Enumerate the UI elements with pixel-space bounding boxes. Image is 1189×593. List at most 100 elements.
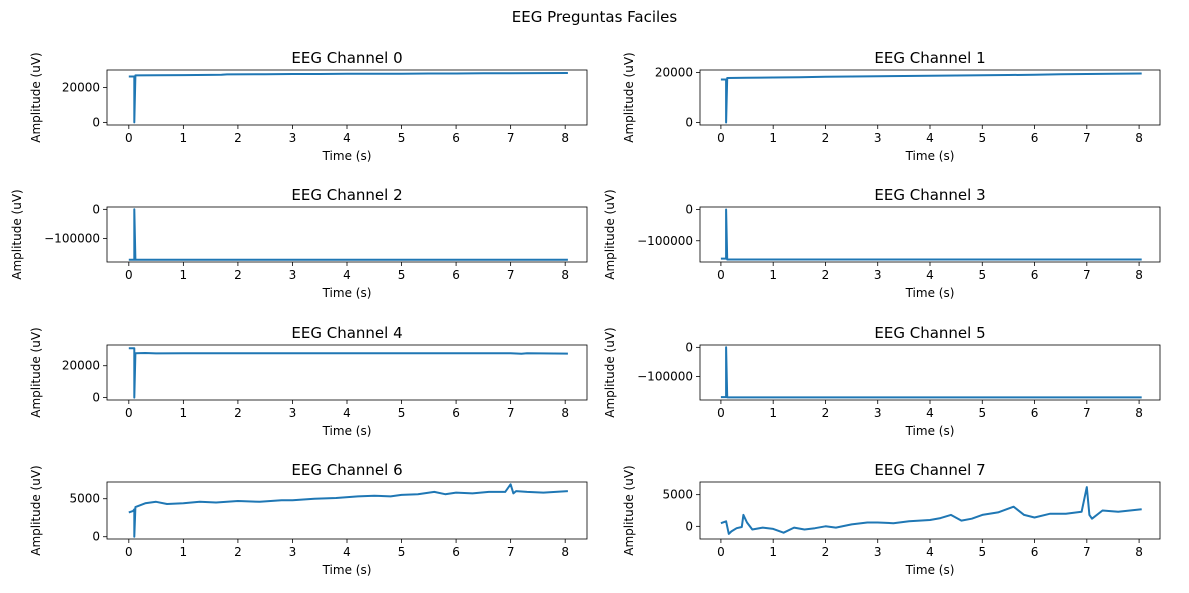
chart-7-xtick-label: 2 (822, 545, 830, 559)
chart-7-frame (699, 481, 1161, 540)
chart-3: EEG Channel 3 0 1 2 3 4 5 6 7 8 0 −100000 Time (s) Am… (603, 186, 1161, 300)
chart-2-xtick-label: 6 (452, 268, 460, 282)
chart-7-xtick-label: 3 (874, 545, 882, 559)
chart-0-xtick-label: 8 (561, 131, 569, 145)
chart-1-xtick-label: 3 (874, 131, 882, 145)
chart-2-series-line (128, 208, 568, 261)
chart-2-xtick-label: 5 (398, 268, 406, 282)
chart-4-xtick-label: 6 (452, 406, 460, 420)
chart-2-xtick-label: 2 (234, 268, 242, 282)
chart-5-xtick-label: 1 (769, 406, 777, 420)
chart-0-ytick-label: 0 (92, 115, 100, 129)
chart-5-ytick-label: −100000 (637, 370, 693, 384)
chart-4-ylabel: Amplitude (uV) (29, 327, 43, 418)
chart-3-ylabel: Amplitude (uV) (603, 189, 617, 280)
chart-1-xtick-label: 6 (1031, 131, 1039, 145)
chart-4-xlabel: Time (s) (322, 424, 372, 438)
chart-3-xtick-label: 4 (926, 268, 934, 282)
chart-0-xtick-label: 7 (507, 131, 515, 145)
chart-2: EEG Channel 2 0 1 2 3 4 5 6 7 8 0 −100000 Time (s) Am… (10, 186, 588, 300)
chart-7-ytick-label: 5000 (662, 488, 693, 502)
chart-2-xtick-label: 1 (180, 268, 188, 282)
chart-1-xlabel: Time (s) (905, 149, 955, 163)
chart-3-xtick-label: 1 (769, 268, 777, 282)
chart-5-xtick-label: 8 (1135, 406, 1143, 420)
chart-6-xtick-label: 7 (507, 545, 515, 559)
chart-0: EEG Channel 0 0 1 2 3 4 5 6 7 8 0 20000 Time (s) Ampl… (29, 49, 588, 163)
chart-7-xtick-label: 4 (926, 545, 934, 559)
chart-4: EEG Channel 4 0 1 2 3 4 5 6 7 8 0 20000 Time (s) Ampl… (29, 324, 588, 438)
chart-7-xtick-label: 5 (978, 545, 986, 559)
chart-4-xtick-label: 2 (234, 406, 242, 420)
chart-0-xtick-label: 6 (452, 131, 460, 145)
chart-0-xtick-label: 0 (125, 131, 133, 145)
chart-0-xtick-label: 3 (289, 131, 297, 145)
chart-7-series-line (720, 486, 1142, 535)
chart-4-xtick-label: 3 (289, 406, 297, 420)
chart-5-xtick-label: 2 (822, 406, 830, 420)
chart-2-xtick-label: 3 (289, 268, 297, 282)
chart-4-xtick-label: 1 (180, 406, 188, 420)
chart-4-xtick-label: 0 (125, 406, 133, 420)
chart-7-ylabel: Amplitude (uV) (622, 465, 636, 556)
chart-1-xtick-label: 7 (1083, 131, 1091, 145)
chart-1-title: EEG Channel 1 (874, 49, 985, 67)
chart-5: EEG Channel 5 0 1 2 3 4 5 6 7 8 0 −100000 Time (s) Am… (603, 324, 1161, 438)
chart-2-ytick-label: 0 (92, 202, 100, 216)
chart-7-title: EEG Channel 7 (874, 461, 985, 479)
chart-0-ylabel: Amplitude (uV) (29, 52, 43, 143)
chart-4-ytick-label: 0 (92, 391, 100, 405)
chart-5-xtick-label: 7 (1083, 406, 1091, 420)
chart-5-series-line (720, 346, 1142, 399)
chart-2-xlabel: Time (s) (322, 286, 372, 300)
chart-3-xtick-label: 8 (1135, 268, 1143, 282)
chart-1-ytick-label: 20000 (655, 66, 693, 80)
chart-4-xtick-label: 4 (343, 406, 351, 420)
chart-6-xtick-label: 0 (125, 545, 133, 559)
chart-6-ytick-label: 0 (92, 530, 100, 544)
chart-7-xtick-label: 1 (769, 545, 777, 559)
chart-5-ylabel: Amplitude (uV) (603, 327, 617, 418)
chart-2-xtick-label: 0 (125, 268, 133, 282)
chart-0-xtick-label: 1 (180, 131, 188, 145)
chart-5-frame (699, 344, 1161, 401)
chart-5-ytick-label: 0 (685, 340, 693, 354)
chart-1-ylabel: Amplitude (uV) (622, 52, 636, 143)
chart-6-xtick-label: 6 (452, 545, 460, 559)
chart-6-xtick-label: 4 (343, 545, 351, 559)
chart-0-ytick-label: 20000 (62, 80, 100, 94)
chart-0-xlabel: Time (s) (322, 149, 372, 163)
chart-1-xtick-label: 4 (926, 131, 934, 145)
chart-7-xlabel: Time (s) (905, 563, 955, 577)
chart-1-series-line (720, 72, 1142, 124)
chart-4-xtick-label: 7 (507, 406, 515, 420)
chart-3-title: EEG Channel 3 (874, 186, 985, 204)
chart-2-xtick-label: 8 (561, 268, 569, 282)
chart-0-xtick-label: 2 (234, 131, 242, 145)
chart-6-title: EEG Channel 6 (291, 461, 402, 479)
chart-5-xtick-label: 4 (926, 406, 934, 420)
chart-6-xtick-label: 2 (234, 545, 242, 559)
chart-3-xtick-label: 2 (822, 268, 830, 282)
chart-3-xtick-label: 0 (717, 268, 725, 282)
chart-6: EEG Channel 6 0 1 2 3 4 5 6 7 8 0 5000 Time (s) Ampli… (29, 461, 588, 577)
chart-6-frame (106, 481, 588, 540)
chart-3-xtick-label: 3 (874, 268, 882, 282)
chart-2-frame (106, 206, 588, 263)
chart-6-xtick-label: 8 (561, 545, 569, 559)
chart-3-xtick-label: 5 (978, 268, 986, 282)
chart-4-xtick-label: 5 (398, 406, 406, 420)
chart-1-xtick-label: 5 (978, 131, 986, 145)
chart-0-xtick-label: 4 (343, 131, 351, 145)
chart-5-xtick-label: 0 (717, 406, 725, 420)
chart-5-xtick-label: 6 (1031, 406, 1039, 420)
chart-6-xtick-label: 3 (289, 545, 297, 559)
chart-3-series-line (720, 208, 1142, 261)
chart-3-xlabel: Time (s) (905, 286, 955, 300)
chart-6-ytick-label: 5000 (69, 492, 100, 506)
chart-0-frame (106, 69, 588, 126)
chart-2-xtick-label: 7 (507, 268, 515, 282)
chart-2-ytick-label: −100000 (44, 232, 100, 246)
chart-7-ytick-label: 0 (685, 519, 693, 533)
